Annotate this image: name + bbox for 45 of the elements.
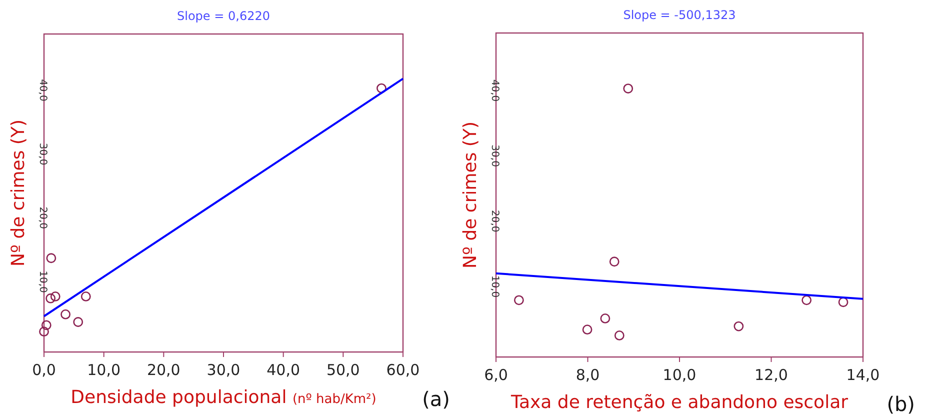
- y-tick-label: 20,0: [489, 210, 500, 232]
- point: [609, 256, 620, 267]
- x-tick-label: 0,0: [32, 361, 56, 379]
- x-axis-title: Densidade populacional (nº hab/Km²): [70, 387, 376, 408]
- point: [46, 293, 56, 304]
- point: [39, 326, 49, 337]
- x-axis-title: Taxa de retenção e abandono escolar: [510, 392, 849, 413]
- point: [734, 321, 744, 332]
- y-tick-label: 20,0: [37, 206, 48, 230]
- x-tick-label: 10,0: [87, 361, 121, 379]
- y-tick-label: 10,0: [489, 275, 500, 298]
- point: [600, 314, 610, 324]
- text: (a): [422, 387, 450, 411]
- point: [80, 292, 91, 302]
- point: [614, 330, 624, 340]
- x-tick-label: 40,0: [266, 361, 300, 379]
- point: [623, 84, 634, 94]
- y-tick-label: 30,0: [489, 144, 500, 167]
- x-tick-label: 8,0: [576, 366, 600, 384]
- point: [838, 297, 848, 308]
- y-tick-label: 40,0: [489, 79, 500, 102]
- x-tick-label: 12,0: [754, 366, 788, 384]
- x-tick-label: 30,0: [206, 361, 240, 379]
- y-tick-label: 40,0: [37, 79, 48, 102]
- y-tick-label: 10,0: [37, 270, 48, 293]
- point: [50, 292, 60, 302]
- point: [802, 295, 812, 306]
- x-tick-label: 14,0: [846, 366, 880, 384]
- x-tick-label: 10,0: [662, 366, 696, 384]
- point: [60, 309, 70, 320]
- point: [46, 253, 56, 264]
- x-tick-label: 60,0: [386, 361, 420, 379]
- point: [73, 317, 84, 327]
- chart-title: Slope = 0,6220: [177, 9, 270, 23]
- point: [582, 324, 592, 335]
- x-tick-label: 50,0: [326, 361, 360, 379]
- x-tick-label: 6,0: [484, 366, 508, 384]
- y-axis-title: Nº de crimes (Y): [8, 120, 29, 266]
- y-tick-label: 30,0: [37, 142, 48, 166]
- chart-title: Slope = -500,1323: [623, 8, 736, 22]
- point: [41, 320, 52, 330]
- x-tick-label: 20,0: [146, 361, 180, 379]
- point: [514, 295, 524, 306]
- text: (b): [886, 392, 915, 414]
- y-axis-title: Nº de crimes (Y): [460, 122, 481, 268]
